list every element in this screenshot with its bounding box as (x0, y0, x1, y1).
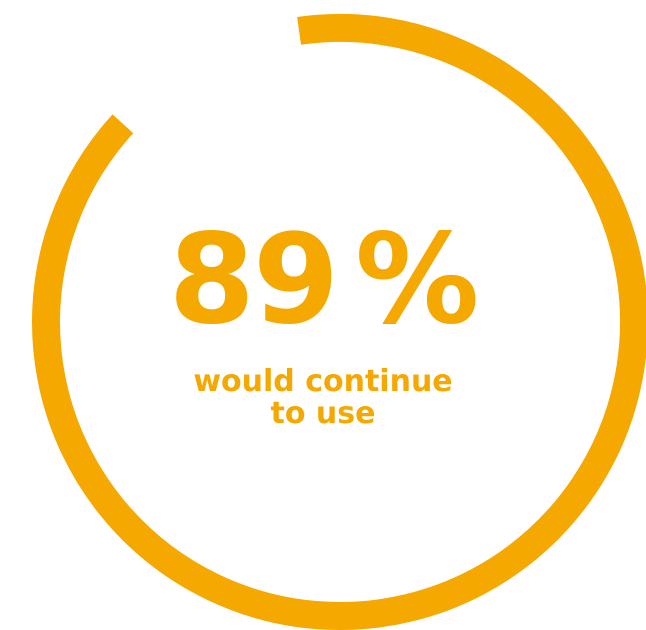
stat-caption-line-1: would continue (193, 364, 453, 399)
stat-caption: would continue to use (0, 366, 646, 430)
stat-number: 89 (168, 208, 340, 352)
stat-percent-sign: % (355, 208, 479, 352)
stat-value: 89% (0, 215, 646, 345)
stat-caption-line-2: to use (270, 396, 376, 431)
progress-ring-arc (32, 14, 646, 630)
